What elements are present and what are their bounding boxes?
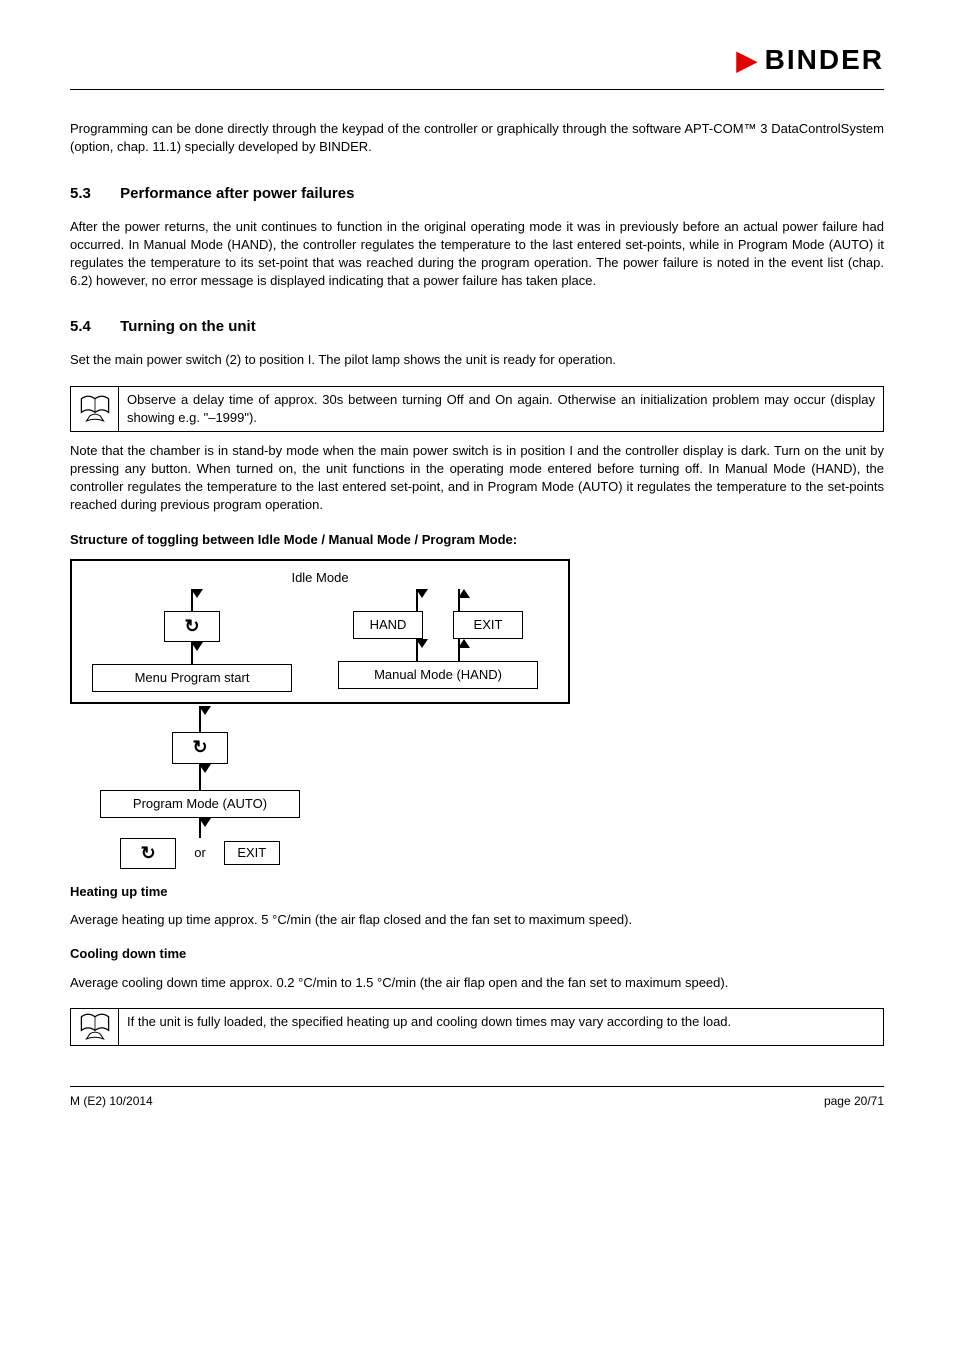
flow-power-box-3: ↻ [120, 838, 176, 869]
flow-menu-program-start: Menu Program start [92, 664, 292, 692]
binder-logo: ▶ BINDER [737, 40, 884, 79]
arrow-down-icon [191, 589, 193, 611]
flowchart-wrapper: Idle Mode ↻ Menu Program start HAND EXIT [70, 559, 884, 869]
arrow-up-icon [458, 589, 460, 611]
section-5-4-heading: 5.4 Turning on the unit [70, 316, 884, 337]
logo-triangle-icon: ▶ [737, 47, 759, 73]
flow-right-col: HAND EXIT Manual Mode (HAND) [318, 589, 558, 692]
flow-left-col: ↻ Menu Program start [82, 589, 302, 692]
note-text: If the unit is fully loaded, the specifi… [119, 1009, 883, 1045]
flow-power-box-1: ↻ [164, 611, 220, 642]
section-5-3-body: After the power returns, the unit contin… [70, 218, 884, 291]
flow-right-arrows-bottom [416, 639, 460, 661]
flow-below: ↻ Program Mode (AUTO) ↻ or EXIT [80, 706, 320, 869]
arrow-down-icon [199, 706, 201, 732]
power-icon: ↻ [192, 737, 207, 757]
flow-hand-exit-row: HAND EXIT [353, 611, 523, 639]
heating-title: Heating up time [70, 883, 884, 901]
flow-or-label: or [194, 844, 206, 862]
note-box-load: If the unit is fully loaded, the specifi… [70, 1008, 884, 1046]
note-text: Observe a delay time of approx. 30s betw… [119, 387, 883, 431]
flow-bottom-row: ↻ or EXIT [120, 838, 280, 869]
cooling-title: Cooling down time [70, 945, 884, 963]
reading-hand-icon [78, 1013, 112, 1041]
power-icon: ↻ [141, 843, 156, 863]
section-title: Turning on the unit [120, 318, 256, 335]
header: ▶ BINDER [70, 40, 884, 79]
flow-power-box-2: ↻ [172, 732, 228, 763]
header-rule [70, 89, 884, 90]
flow-right-arrows-top [416, 589, 460, 611]
flow-manual-mode-box: Manual Mode (HAND) [338, 661, 538, 689]
flow-exit-box-2: EXIT [224, 841, 280, 865]
section-number: 5.4 [70, 316, 116, 337]
flow-idle-label: Idle Mode [82, 569, 558, 587]
logo-text: BINDER [765, 40, 884, 79]
note-icon-cell [71, 1009, 119, 1045]
flow-idle-box: Idle Mode ↻ Menu Program start HAND EXIT [70, 559, 570, 705]
footer-left: M (E2) 10/2014 [70, 1093, 153, 1110]
flow-program-mode-box: Program Mode (AUTO) [100, 790, 300, 818]
arrow-down-icon [199, 818, 201, 838]
arrow-down-icon [199, 764, 201, 790]
flow-exit-box: EXIT [453, 611, 523, 639]
page-footer: M (E2) 10/2014 page 20/71 [70, 1086, 884, 1110]
note-icon-cell [71, 387, 119, 431]
arrow-down-icon [416, 589, 418, 611]
arrow-up-icon [458, 639, 460, 661]
intro-paragraph: Programming can be done directly through… [70, 120, 884, 156]
note-box-delay: Observe a delay time of approx. 30s betw… [70, 386, 884, 432]
section-number: 5.3 [70, 183, 116, 204]
reading-hand-icon [78, 395, 112, 423]
heating-body: Average heating up time approx. 5 °C/min… [70, 911, 884, 929]
arrow-down-icon [416, 639, 418, 661]
flow-hand-box: HAND [353, 611, 423, 639]
cooling-body: Average cooling down time approx. 0.2 °C… [70, 974, 884, 992]
footer-right: page 20/71 [824, 1093, 884, 1110]
arrow-down-icon [191, 642, 193, 664]
section-5-4-para2: Note that the chamber is in stand-by mod… [70, 442, 884, 515]
structure-heading: Structure of toggling between Idle Mode … [70, 531, 884, 549]
power-icon: ↻ [184, 616, 199, 636]
section-title: Performance after power failures [120, 185, 354, 202]
section-5-3-heading: 5.3 Performance after power failures [70, 183, 884, 204]
section-5-4-lead: Set the main power switch (2) to positio… [70, 351, 884, 369]
